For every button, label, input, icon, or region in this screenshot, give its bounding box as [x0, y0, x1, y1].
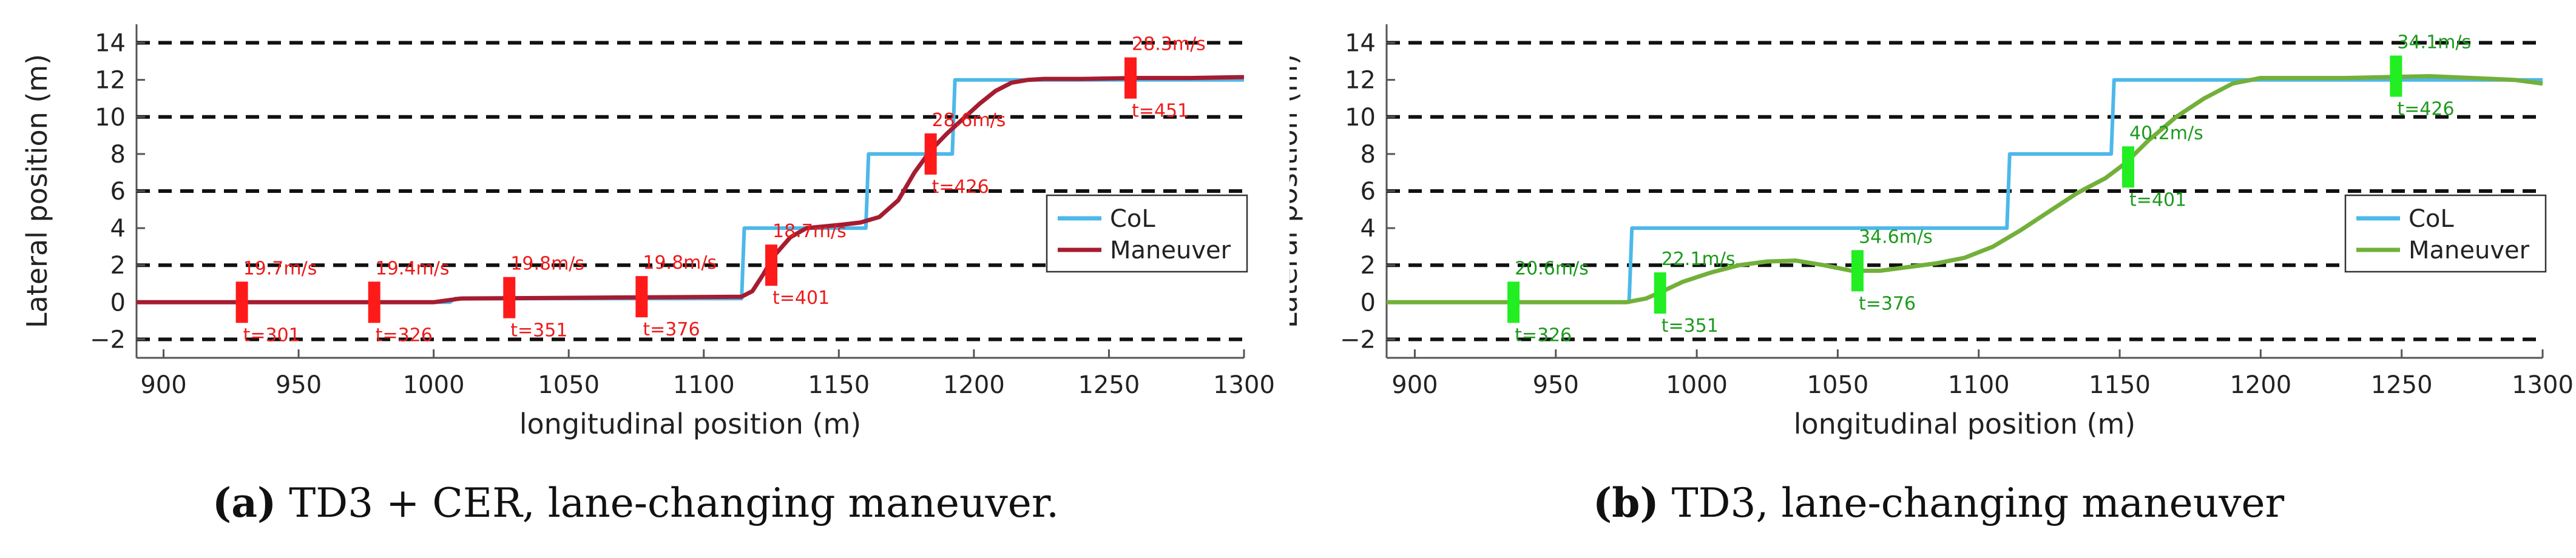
panel-a: 900 950 1000 1050 1100 1150 1200 1250 1300 −2 0 2 4 6… [0, 0, 1286, 558]
speed-label: 19.8m/s [510, 254, 584, 275]
speed-label: 40.2m/s [2129, 123, 2203, 144]
chart-b-plot: 900 950 1000 1050 1100 1150 1200 1250 1300 −2 0 2 4 6… [1290, 24, 2574, 440]
legend: CoL Maneuver [2344, 194, 2547, 273]
vehicle-marker [503, 277, 516, 318]
y-tick-label: 2 [110, 252, 126, 280]
x-tick-label: 1200 [943, 371, 1005, 399]
x-axis-label: longitudinal position (m) [519, 408, 862, 440]
time-label: t=326 [1515, 324, 1572, 346]
vehicle-marker [924, 133, 937, 175]
time-label: t=351 [510, 320, 567, 341]
x-tick-label: 1150 [808, 371, 870, 399]
speed-label: 34.6m/s [1859, 226, 1933, 247]
y-tick-label: −2 [90, 326, 126, 354]
x-tick-label: 1000 [1666, 371, 1728, 399]
vehicle-marker [2121, 146, 2134, 188]
x-tick-label: 1250 [1078, 371, 1140, 399]
y-tick-label: 14 [1345, 30, 1376, 58]
y-axis-label: Lateral position (m) [21, 54, 53, 328]
y-axis-label: Lateral position (m) [1290, 54, 1303, 328]
vehicle-marker [635, 276, 648, 318]
vehicle-marker [368, 281, 380, 323]
vehicle-marker [2390, 55, 2402, 97]
caption-a-text: TD3 + CER, lane-changing maneuver. [289, 480, 1060, 526]
speed-label: 19.4m/s [376, 258, 450, 279]
y-tick-label: 8 [1361, 141, 1376, 169]
series-line-col [1387, 78, 2543, 304]
caption-b: (b) TD3, lane-changing maneuver [1593, 479, 2284, 526]
y-tick-label: 4 [110, 215, 126, 243]
vehicle-marker [1507, 281, 1520, 323]
speed-label: 22.1m/s [1662, 249, 1736, 270]
y-tick-label: 14 [95, 30, 126, 58]
x-tick-label: 1250 [2371, 371, 2433, 399]
y-tick-label: 6 [110, 178, 126, 206]
speed-label: 19.8m/s [643, 252, 717, 274]
caption-a-tag: (a) [212, 479, 277, 526]
time-label: t=376 [1859, 293, 1916, 314]
x-tick-label: 1100 [1948, 371, 2010, 399]
vehicle-marker [1851, 250, 1864, 292]
legend-box [1046, 194, 1248, 273]
time-label: t=401 [772, 287, 830, 309]
y-tick-label: 12 [1345, 67, 1376, 95]
x-tick-label: 1000 [403, 371, 465, 399]
legend-box [2344, 194, 2547, 273]
x-tick-label: 1300 [1213, 371, 1275, 399]
speed-label: 19.7m/s [243, 258, 317, 279]
caption-b-text: TD3, lane-changing maneuver [1671, 480, 2285, 526]
time-label: t=426 [2397, 99, 2454, 120]
y-tick-label: 10 [1345, 104, 1376, 132]
x-tick-label: 900 [1391, 371, 1438, 399]
speed-label: 18.7m/s [772, 221, 847, 242]
y-tick-label: 4 [1361, 215, 1376, 243]
legend-entry: Maneuver [2409, 237, 2530, 264]
y-tick-label: 2 [1361, 252, 1376, 280]
time-label: t=376 [643, 319, 700, 340]
x-tick-label: 900 [140, 371, 186, 399]
legend: CoL Maneuver [1046, 194, 1248, 273]
y-tick-label: 6 [1361, 178, 1376, 206]
x-tick-label: 1050 [1807, 371, 1869, 399]
vehicle-marker [1654, 272, 1666, 314]
y-tick-label: 0 [1361, 289, 1376, 317]
y-tick-label: 8 [110, 141, 126, 169]
vehicle-marker [765, 244, 778, 286]
legend-entry: CoL [1110, 205, 1155, 233]
speed-label: 28.3m/s [1132, 34, 1206, 55]
series-line-maneuver [1387, 74, 2543, 304]
panel-b: 900 950 1000 1050 1100 1150 1200 1250 1300 −2 0 2 4 6… [1290, 0, 2576, 558]
y-tick-label: 0 [110, 289, 126, 317]
legend-entry: Maneuver [1110, 237, 1231, 264]
y-tick-label: 10 [95, 104, 126, 132]
speed-label: 28.6m/s [932, 110, 1006, 131]
x-tick-label: 950 [276, 371, 322, 399]
series-line-maneuver [137, 75, 1245, 304]
x-tick-label: 1050 [538, 371, 600, 399]
caption-b-tag: (b) [1593, 479, 1659, 526]
x-tick-label: 1100 [673, 371, 735, 399]
time-label: t=326 [376, 324, 433, 346]
legend-entry: CoL [2409, 205, 2454, 233]
x-axis-label: longitudinal position (m) [1794, 408, 2136, 440]
chart-a-plot: 900 950 1000 1050 1100 1150 1200 1250 1300 −2 0 2 4 6… [21, 24, 1275, 440]
vehicle-marker [1124, 57, 1137, 99]
y-tick-label: 12 [95, 67, 126, 95]
time-label: t=426 [932, 176, 989, 198]
caption-a: (a) TD3 + CER, lane-changing maneuver. [212, 479, 1059, 526]
y-tick-label: −2 [1340, 326, 1376, 354]
x-tick-label: 950 [1533, 371, 1579, 399]
time-label: t=451 [1132, 101, 1189, 122]
x-tick-label: 1150 [2089, 371, 2151, 399]
time-label: t=401 [2129, 189, 2186, 210]
x-tick-label: 1300 [2512, 371, 2574, 399]
vehicle-marker [235, 281, 248, 323]
speed-label: 34.1m/s [2397, 32, 2471, 53]
time-label: t=301 [243, 324, 300, 346]
time-label: t=351 [1662, 315, 1719, 337]
x-tick-label: 1200 [2229, 371, 2291, 399]
speed-label: 20.6m/s [1515, 258, 1589, 279]
